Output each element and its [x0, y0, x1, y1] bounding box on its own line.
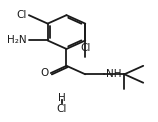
Text: O: O [40, 68, 49, 78]
Text: H: H [58, 93, 66, 103]
Text: Cl: Cl [80, 43, 90, 53]
Text: H₂N: H₂N [7, 36, 27, 46]
Text: Cl: Cl [57, 104, 67, 114]
Text: NH: NH [106, 69, 122, 79]
Text: Cl: Cl [16, 10, 27, 20]
